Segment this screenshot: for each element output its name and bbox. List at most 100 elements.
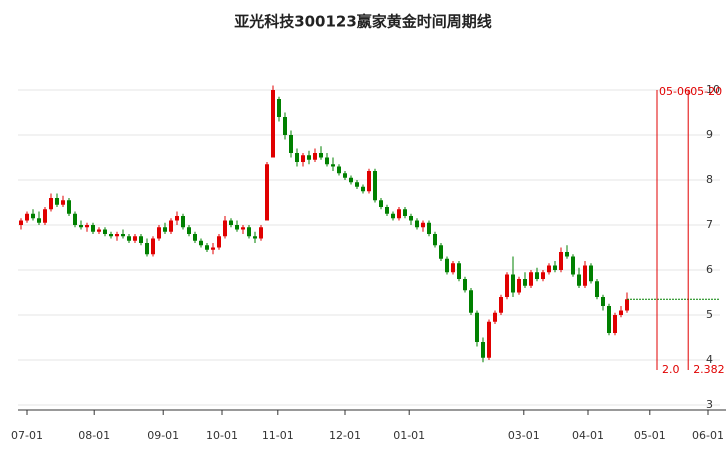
candle-body <box>535 272 539 279</box>
candle-body <box>145 243 149 255</box>
candle-body <box>295 153 299 162</box>
y-tick-label: 4 <box>706 353 713 366</box>
candle-body <box>223 220 227 237</box>
candle-body <box>115 234 119 237</box>
candle-body <box>373 171 377 201</box>
y-tick-label: 8 <box>706 173 713 186</box>
candle-body <box>139 236 143 243</box>
candle-body <box>379 200 383 207</box>
candle-body <box>613 315 617 333</box>
candle-body <box>553 265 557 270</box>
candle-body <box>229 220 233 225</box>
candle-body <box>241 227 245 230</box>
candle-body <box>451 263 455 273</box>
candle-body <box>343 173 347 178</box>
x-tick-label: 11-01 <box>262 429 294 442</box>
candle-body <box>91 225 95 232</box>
cycle-date: 05-06 <box>659 85 691 98</box>
x-tick-label: 03-01 <box>508 429 540 442</box>
candle-body <box>619 310 623 315</box>
candle-body <box>349 177 353 183</box>
candle-body <box>361 186 365 192</box>
chart-title: 亚光科技300123嬴家黄金时间周期线 <box>234 13 492 31</box>
candle-body <box>43 209 47 223</box>
candle-body <box>601 297 605 306</box>
candle-body <box>307 155 311 160</box>
x-tick-label: 04-01 <box>572 429 604 442</box>
candle-body <box>205 245 209 250</box>
candle-body <box>277 99 281 117</box>
candle-body <box>481 342 485 358</box>
candle-body <box>541 272 545 279</box>
candle-body <box>403 209 407 216</box>
x-tick-label: 08-01 <box>78 429 110 442</box>
candle-body <box>499 297 503 313</box>
candle-body <box>427 222 431 234</box>
candle-body <box>397 209 401 219</box>
candle-body <box>439 245 443 259</box>
candle-body <box>493 312 497 322</box>
candle-body <box>109 234 113 237</box>
candle-body <box>457 263 461 279</box>
y-tick-label: 10 <box>706 83 720 96</box>
candle-body <box>31 213 35 219</box>
x-tick-label: 12-01 <box>329 429 361 442</box>
y-tick-label: 3 <box>706 398 713 411</box>
candle-body <box>175 216 179 221</box>
candle-body <box>283 117 287 135</box>
candle-body <box>169 220 173 232</box>
candle-body <box>595 281 599 297</box>
candle-body <box>325 157 329 165</box>
candle-body <box>523 279 527 286</box>
candle-body <box>79 225 83 228</box>
x-tick-label: 01-01 <box>393 429 425 442</box>
cycle-date: 05-20 <box>690 85 722 98</box>
candle-body <box>505 274 509 297</box>
candle-body <box>337 166 341 174</box>
candle-body <box>157 227 161 239</box>
candle-body <box>433 234 437 246</box>
candle-body <box>313 153 317 160</box>
candle-body <box>25 213 29 221</box>
x-tick-label: 07-01 <box>11 429 43 442</box>
candle-body <box>199 240 203 246</box>
candle-body <box>475 312 479 342</box>
cycle-ratio: 2.382 <box>693 363 725 376</box>
candle-body <box>355 182 359 187</box>
candle-body <box>85 225 89 228</box>
candle-body <box>385 207 389 214</box>
x-tick-label: 10-01 <box>206 429 238 442</box>
candle-body <box>409 216 413 221</box>
candle-body <box>265 164 269 221</box>
candle-body <box>445 258 449 273</box>
candle-body <box>487 321 491 358</box>
x-tick-label: 05-01 <box>634 429 666 442</box>
candle-body <box>211 247 215 250</box>
candle-body <box>289 135 293 153</box>
candle-body <box>469 290 473 313</box>
candle-body <box>565 252 569 257</box>
candle-body <box>121 234 125 237</box>
candle-body <box>463 279 467 291</box>
candle-body <box>133 236 137 241</box>
candle-body <box>391 213 395 219</box>
candle-body <box>301 155 305 162</box>
candle-body <box>415 220 419 228</box>
candle-body <box>73 213 77 225</box>
y-tick-label: 9 <box>706 128 713 141</box>
candle-body <box>19 220 23 225</box>
candle-body <box>607 306 611 333</box>
candle-body <box>247 227 251 237</box>
candle-body <box>181 216 185 228</box>
candle-body <box>97 229 101 232</box>
candle-body <box>421 222 425 228</box>
candle-body <box>547 265 551 273</box>
candle-body <box>583 265 587 286</box>
candle-body <box>61 200 65 205</box>
candle-body <box>331 164 335 167</box>
y-tick-label: 6 <box>706 263 713 276</box>
candle-body <box>511 274 515 293</box>
candle-body <box>559 252 563 270</box>
